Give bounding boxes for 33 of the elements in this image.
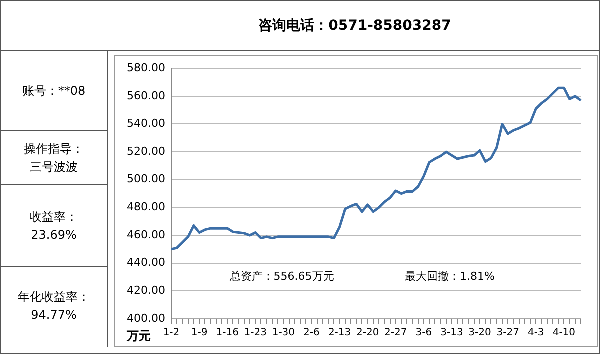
x-tick-label: 3-20: [468, 328, 492, 339]
y-tick-label: 460.00: [126, 228, 166, 242]
x-tick-label: 2-6: [304, 328, 320, 339]
x-tick-label: 1-23: [244, 328, 267, 339]
x-tick-label: 3-13: [440, 328, 464, 339]
text: 年化收益率：94.77%: [18, 289, 90, 324]
y-tick-label: 560.00: [126, 89, 166, 102]
annotation: 最大回撤：1.81%: [404, 270, 495, 284]
text: 操作指导：三号波波: [24, 140, 84, 176]
x-tick-label: 2-20: [356, 328, 380, 339]
x-tick-label: 3-6: [416, 328, 432, 339]
y-tick-label: 420.00: [126, 284, 166, 298]
y-tick-label: 400.00: [126, 312, 166, 325]
y-axis-title: 万元: [126, 329, 151, 344]
y-tick-label: 480.00: [126, 200, 166, 214]
x-tick-label: 4-10: [552, 328, 576, 339]
x-tick-label: 1-16: [216, 328, 239, 339]
chart-title: 咨询电话：0571-85803287: [1, 1, 599, 51]
y-tick-label: 580.00: [126, 61, 166, 74]
text: 账号：**08: [22, 82, 86, 100]
x-tick-label: 1-9: [191, 328, 208, 339]
y-tick-label: 520.00: [126, 144, 166, 158]
y-tick-label: 500.00: [126, 172, 166, 186]
x-tick-label: 3-27: [496, 328, 520, 339]
x-tick-label: 1-30: [272, 328, 296, 339]
y-tick-label: 540.00: [126, 117, 166, 130]
x-tick-label: 4-3: [528, 328, 544, 339]
x-tick-label: 1-2: [163, 328, 180, 339]
text: 收益率：23.69%: [30, 208, 78, 244]
x-tick-label: 2-13: [328, 328, 352, 339]
y-tick-label: 440.00: [126, 256, 166, 270]
annotation: 总资产：556.65万元: [228, 270, 334, 284]
x-tick-label: 2-27: [384, 328, 408, 339]
